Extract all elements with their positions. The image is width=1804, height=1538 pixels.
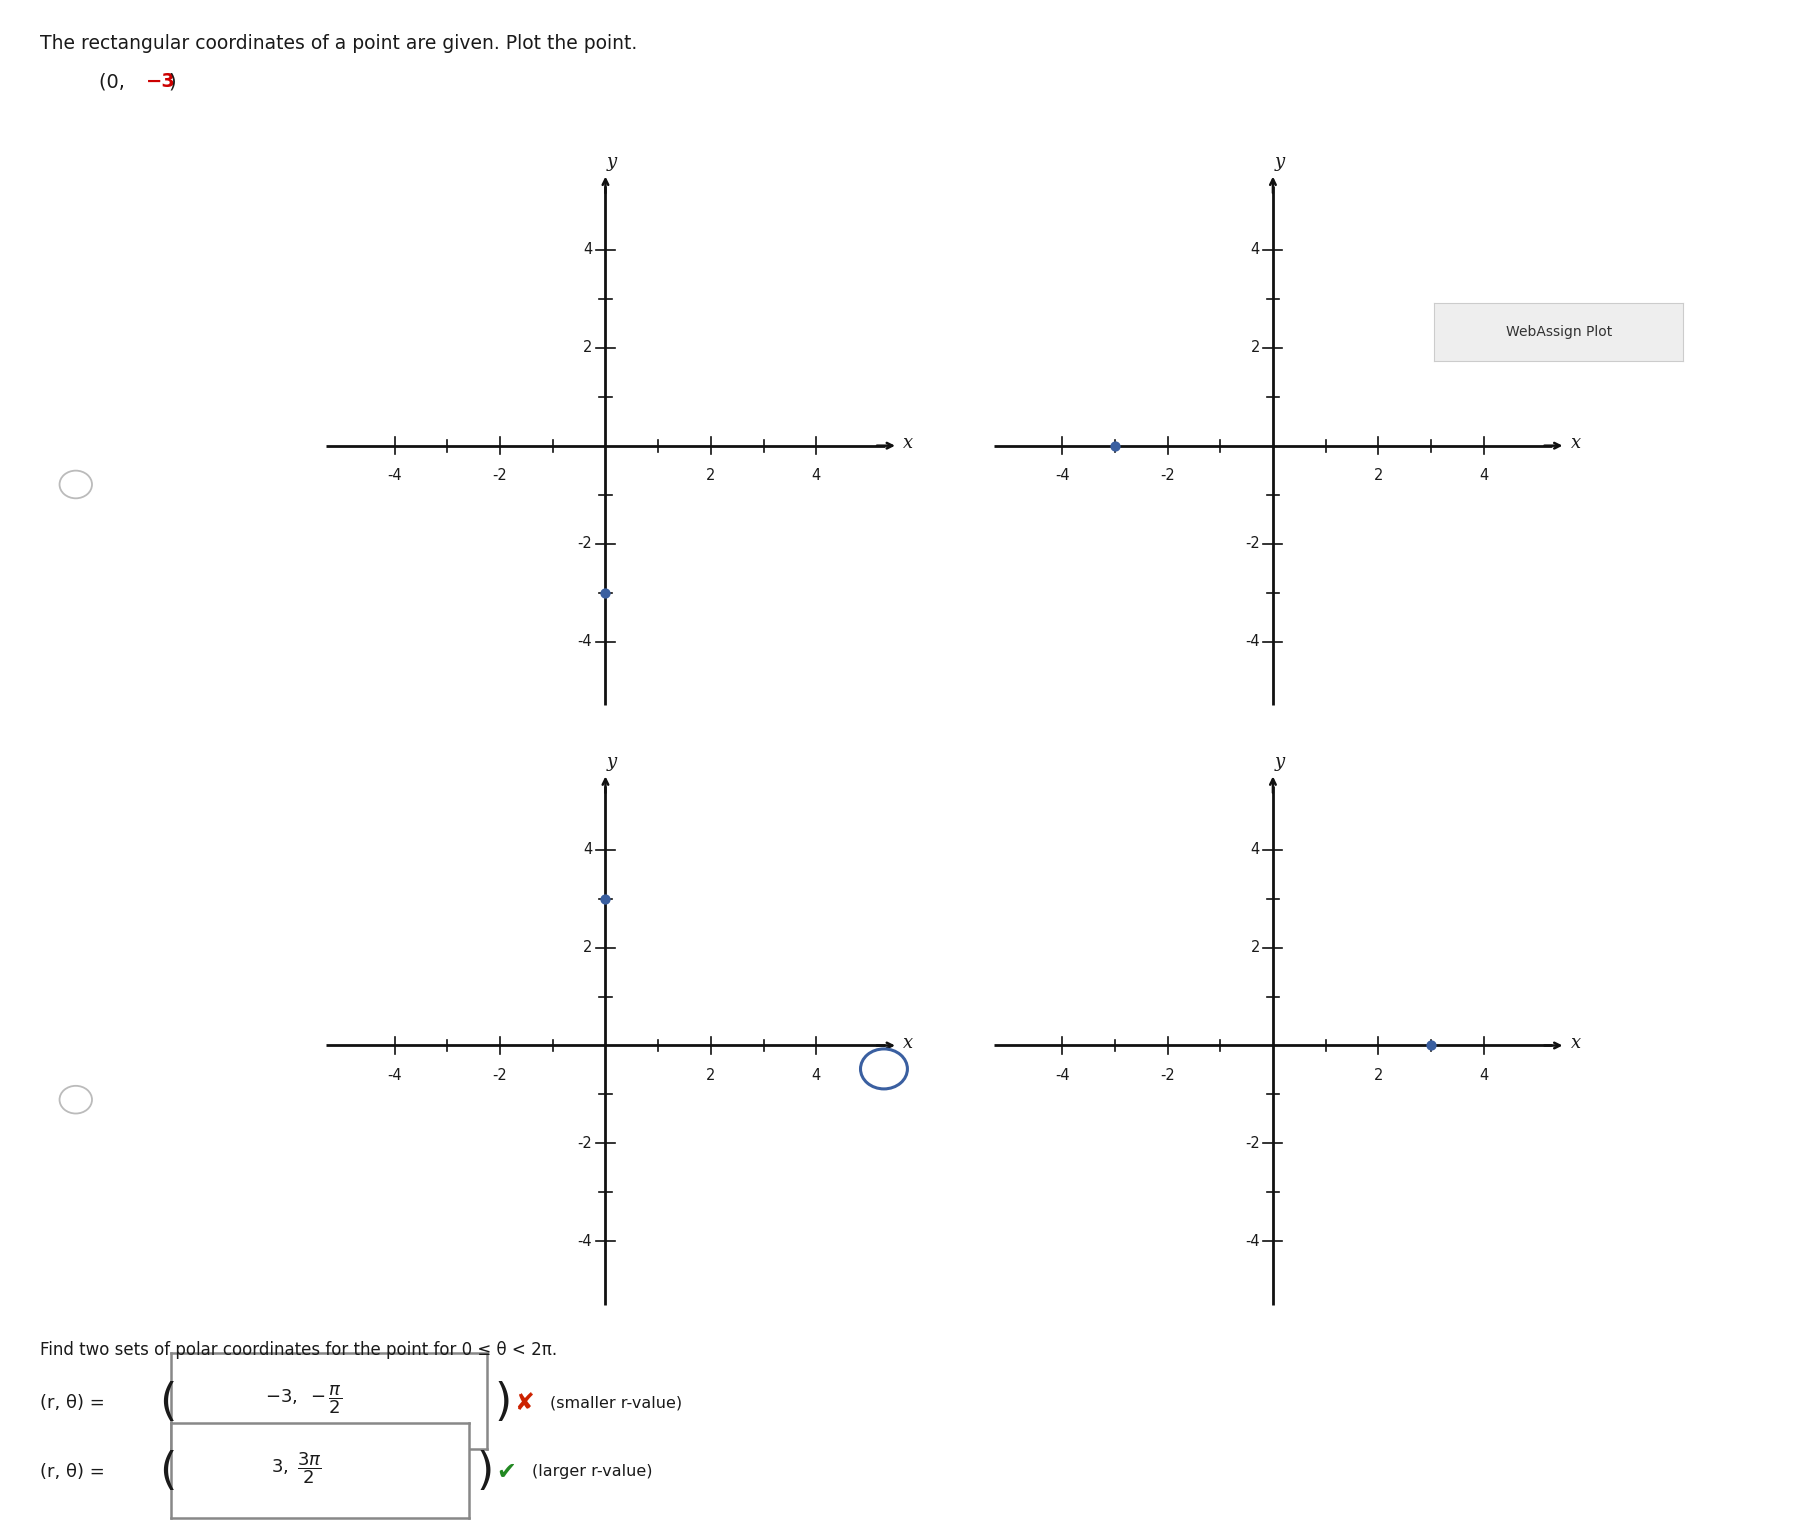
Text: The rectangular coordinates of a point are given. Plot the point.: The rectangular coordinates of a point a… bbox=[40, 34, 637, 52]
Text: -2: -2 bbox=[577, 537, 592, 551]
Point bbox=[1416, 1034, 1445, 1058]
Text: 2: 2 bbox=[705, 468, 716, 483]
Text: -2: -2 bbox=[492, 1067, 507, 1083]
Text: 4: 4 bbox=[1250, 841, 1259, 857]
Text: -2: -2 bbox=[1245, 1137, 1259, 1150]
Text: 2: 2 bbox=[1373, 1067, 1384, 1083]
Text: 4: 4 bbox=[583, 841, 592, 857]
Text: 4: 4 bbox=[812, 468, 821, 483]
Text: 2: 2 bbox=[1250, 340, 1259, 355]
Text: x: x bbox=[1571, 434, 1580, 452]
Text: -2: -2 bbox=[492, 468, 507, 483]
Text: y: y bbox=[606, 154, 617, 171]
Text: -4: -4 bbox=[577, 634, 592, 649]
Text: 2: 2 bbox=[1250, 940, 1259, 955]
Text: 4: 4 bbox=[583, 241, 592, 257]
Text: 2: 2 bbox=[583, 340, 592, 355]
Text: 2: 2 bbox=[1373, 468, 1384, 483]
Text: -2: -2 bbox=[1245, 537, 1259, 551]
Text: 2: 2 bbox=[705, 1067, 716, 1083]
Text: Find two sets of polar coordinates for the point for 0 ≤ θ < 2π.: Find two sets of polar coordinates for t… bbox=[40, 1341, 557, 1360]
Text: ): ) bbox=[170, 72, 177, 91]
Text: 2: 2 bbox=[583, 940, 592, 955]
Text: -4: -4 bbox=[1245, 1233, 1259, 1249]
Text: y: y bbox=[606, 754, 617, 771]
Text: x: x bbox=[904, 434, 913, 452]
Text: (smaller r-value): (smaller r-value) bbox=[550, 1395, 682, 1410]
Text: ✘: ✘ bbox=[514, 1390, 534, 1415]
Point bbox=[592, 886, 621, 910]
Text: (: ( bbox=[159, 1450, 177, 1493]
Text: -2: -2 bbox=[1160, 1067, 1174, 1083]
Text: WebAssign Plot: WebAssign Plot bbox=[1506, 325, 1611, 340]
Point bbox=[1100, 434, 1129, 458]
Text: y: y bbox=[1274, 154, 1284, 171]
Text: 4: 4 bbox=[1479, 468, 1488, 483]
Text: ): ) bbox=[494, 1381, 512, 1424]
Text: −3: −3 bbox=[146, 72, 177, 91]
Text: -2: -2 bbox=[577, 1137, 592, 1150]
Text: x: x bbox=[1571, 1034, 1580, 1052]
Text: $-3,\ -\dfrac{\pi}{2}$: $-3,\ -\dfrac{\pi}{2}$ bbox=[265, 1383, 343, 1415]
Text: -4: -4 bbox=[1055, 468, 1070, 483]
Text: 4: 4 bbox=[1250, 241, 1259, 257]
Text: (larger r-value): (larger r-value) bbox=[532, 1464, 653, 1480]
Text: -4: -4 bbox=[1055, 1067, 1070, 1083]
Text: -4: -4 bbox=[1245, 634, 1259, 649]
Text: y: y bbox=[1274, 754, 1284, 771]
Text: x: x bbox=[904, 1034, 913, 1052]
Text: (: ( bbox=[159, 1381, 177, 1424]
Text: -4: -4 bbox=[388, 468, 402, 483]
Text: 4: 4 bbox=[1479, 1067, 1488, 1083]
Text: (r, θ) =: (r, θ) = bbox=[40, 1393, 110, 1412]
Text: 4: 4 bbox=[812, 1067, 821, 1083]
Text: (0,: (0, bbox=[99, 72, 132, 91]
Text: $3,\ \dfrac{3\pi}{2}$: $3,\ \dfrac{3\pi}{2}$ bbox=[271, 1450, 321, 1486]
Text: ✔: ✔ bbox=[496, 1460, 516, 1484]
Text: -4: -4 bbox=[577, 1233, 592, 1249]
Point bbox=[592, 580, 621, 604]
Text: ): ) bbox=[476, 1450, 494, 1493]
Text: -2: -2 bbox=[1160, 468, 1174, 483]
Text: -4: -4 bbox=[388, 1067, 402, 1083]
Text: (r, θ) =: (r, θ) = bbox=[40, 1463, 110, 1481]
